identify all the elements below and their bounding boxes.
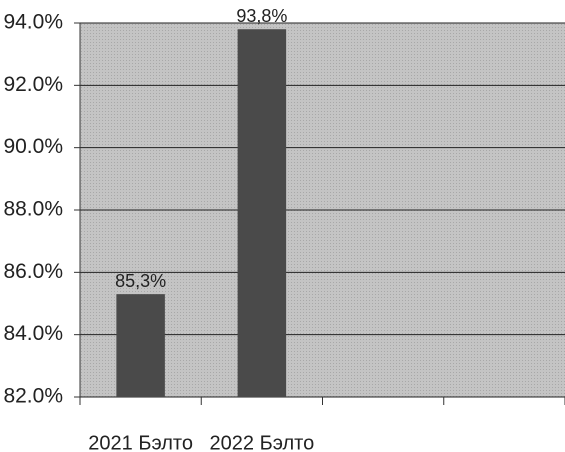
y-tick-label: 86.0% xyxy=(3,260,63,283)
x-tick-label: 2021 Бэлто xyxy=(88,432,193,452)
y-tick-label: 90.0% xyxy=(3,135,63,158)
y-tick-label: 94.0% xyxy=(3,11,63,34)
y-tick-label: 92.0% xyxy=(3,73,63,96)
value-label: 85,3% xyxy=(115,271,166,291)
bar xyxy=(237,29,287,397)
bar xyxy=(116,294,165,397)
x-tick-label: 2022 Бэлто xyxy=(210,432,315,452)
y-tick-label: 82.0% xyxy=(3,385,63,408)
value-label: 93,8% xyxy=(236,6,287,26)
y-tick-label: 84.0% xyxy=(3,322,63,345)
y-tick-label: 88.0% xyxy=(3,198,63,221)
